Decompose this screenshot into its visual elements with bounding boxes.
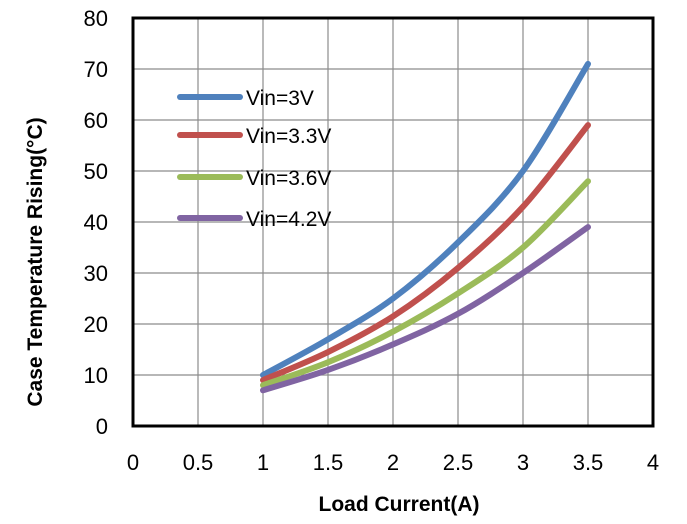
x-tick-label: 0.5	[183, 450, 214, 475]
x-tick-label: 2	[387, 450, 399, 475]
legend-label: Vin=4.2V	[246, 208, 331, 231]
y-tick-label: 20	[84, 312, 108, 337]
series-lines	[260, 60, 591, 394]
legend-label: Vin=3.6V	[246, 167, 331, 190]
y-tick-label: 10	[84, 363, 108, 388]
y-tick-label: 40	[84, 210, 108, 235]
y-tick-label: 0	[96, 414, 108, 439]
y-axis-title: Case Temperature Rising(°C)	[24, 117, 47, 406]
x-tick-label: 3.5	[573, 450, 604, 475]
x-tick-label: 1.5	[313, 450, 344, 475]
y-tick-label: 30	[84, 261, 108, 286]
y-tick-labels: 0 10 20 30 40 50 60 70 80	[84, 6, 108, 439]
y-tick-label: 80	[84, 6, 108, 31]
x-tick-label: 4	[647, 450, 659, 475]
x-tick-labels: 0 0.5 1 1.5 2 2.5 3 3.5 4	[127, 450, 659, 475]
x-tick-label: 2.5	[443, 450, 474, 475]
series-line-1	[260, 60, 591, 378]
x-tick-label: 0	[127, 450, 139, 475]
series-line-2	[260, 122, 591, 384]
y-tick-label: 60	[84, 108, 108, 133]
legend-label: Vin=3.3V	[246, 125, 331, 148]
series-line-4	[260, 224, 591, 394]
grid-lines	[132, 17, 654, 427]
y-tick-label: 50	[84, 159, 108, 184]
series-line-3	[260, 178, 591, 389]
x-tick-label: 1	[257, 450, 269, 475]
x-axis-title: Load Current(A)	[319, 493, 480, 516]
legend: Vin=3V Vin=3.3V Vin=3.6V Vin=4.2V	[177, 87, 331, 231]
legend-label: Vin=3V	[246, 87, 314, 110]
x-tick-label: 3	[517, 450, 529, 475]
y-tick-label: 70	[84, 57, 108, 82]
plot-area	[131, 16, 655, 428]
